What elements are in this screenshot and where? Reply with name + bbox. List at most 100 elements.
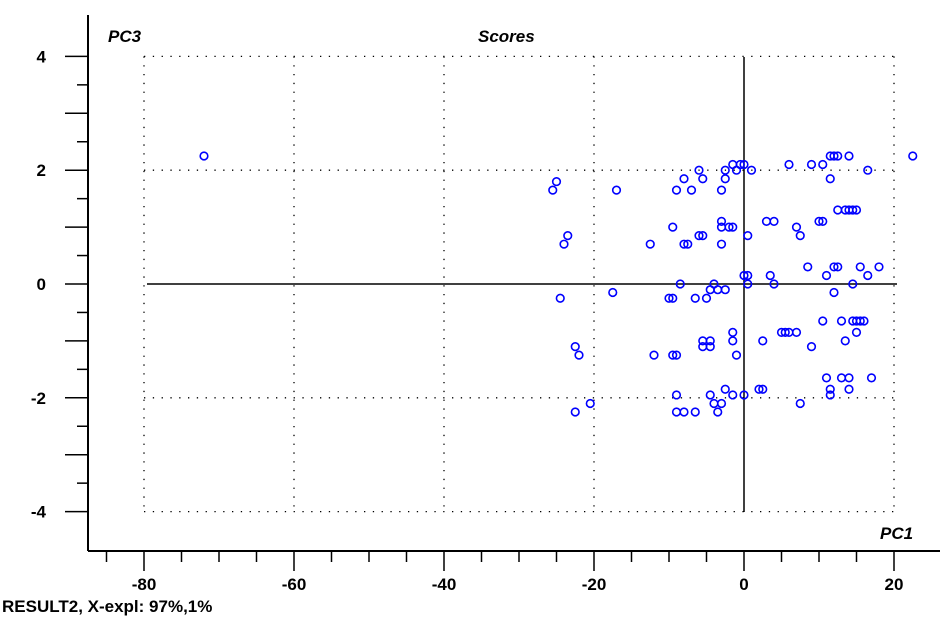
y-tick-label: -2 [31,389,46,408]
data-point [743,270,753,281]
data-point [679,407,689,417]
x-tick-label: -60 [282,575,307,594]
data-point [829,287,839,298]
data-point [720,165,730,175]
data-point [851,205,862,215]
data-point [611,185,622,195]
data-point [570,407,580,417]
data-point [791,327,802,337]
data-point [806,341,817,352]
data-point [720,285,730,295]
data-point [728,327,738,337]
data-point [664,293,674,303]
data-point [705,390,715,400]
x-tick-label: -40 [432,575,457,594]
data-point [821,373,832,383]
data-point [716,398,727,409]
data-point [791,222,802,232]
data-point [746,165,757,175]
data-point [818,316,828,326]
data-point [743,231,753,241]
data-point [608,287,618,298]
data-point [833,205,843,215]
data-point [716,216,727,227]
chart-title: Scores [478,27,535,46]
data-point [769,216,779,227]
data-point [735,159,745,170]
data-point [829,151,839,161]
y-tick-label: 0 [37,275,46,294]
data-point [713,407,723,417]
y-tick-label: 2 [37,161,46,180]
data-point [739,159,749,170]
data-point [698,174,708,184]
x-tick-label: -80 [132,575,157,594]
data-point [833,151,843,161]
data-point [585,398,595,409]
data-point [675,279,685,289]
data-point [844,151,854,161]
y-tick-label: -4 [31,503,47,522]
data-point [563,231,573,241]
data-point [548,185,558,195]
data-point [705,336,715,346]
data-point [806,159,817,170]
data-point [840,336,850,346]
data-point [716,239,727,249]
data-point [683,239,693,249]
data-point [848,205,858,215]
data-point [716,185,727,195]
data-point [795,231,805,241]
data-point [855,262,865,272]
data-point [694,231,704,241]
data-point [679,174,689,184]
data-point [761,216,772,227]
ticks: 420-2-4-80 -60 -40 -20 0 20 [31,47,904,594]
data-point [649,350,659,360]
data-point [863,270,873,281]
data-point [671,185,682,195]
data-point [758,336,768,346]
data-point [825,174,835,184]
scatter-chart: 420-2-4-80 -60 -40 -20 0 20 PC3 Scores PC1 [31,15,940,594]
data-point [574,350,584,360]
data-point [851,327,862,337]
data-point [836,373,847,383]
y-tick-label: 4 [37,47,47,66]
data-point [758,384,768,394]
grid [143,55,895,513]
data-point [555,293,565,303]
data-point [754,384,764,394]
data-point [765,270,775,281]
x-tick-label: -20 [582,575,607,594]
data-point [825,384,835,394]
data-point [668,350,678,360]
data-point [908,151,918,161]
data-point [728,222,738,232]
data-point [705,341,715,352]
data-point [570,341,580,352]
data-point [728,336,738,346]
data-point [874,262,884,272]
x-axis-label: PC1 [880,524,913,543]
data-point [199,151,209,161]
axes [87,15,940,552]
data-point [825,390,835,400]
data-point [803,262,813,272]
data-point [743,279,753,289]
data-point [671,390,682,400]
data-point [844,373,854,383]
data-point [844,384,854,394]
data-point [795,398,805,409]
data-point [720,174,730,184]
data-point [833,262,843,272]
data-point [855,316,865,326]
result-caption: RESULT2, X-expl: 97%,1% [2,597,213,616]
data-point [690,293,700,303]
data-point [731,350,742,360]
x-tick-label: 20 [885,575,904,594]
data-point [671,407,682,417]
data-point [866,373,877,383]
data-point [818,159,828,170]
data-point [829,262,839,272]
